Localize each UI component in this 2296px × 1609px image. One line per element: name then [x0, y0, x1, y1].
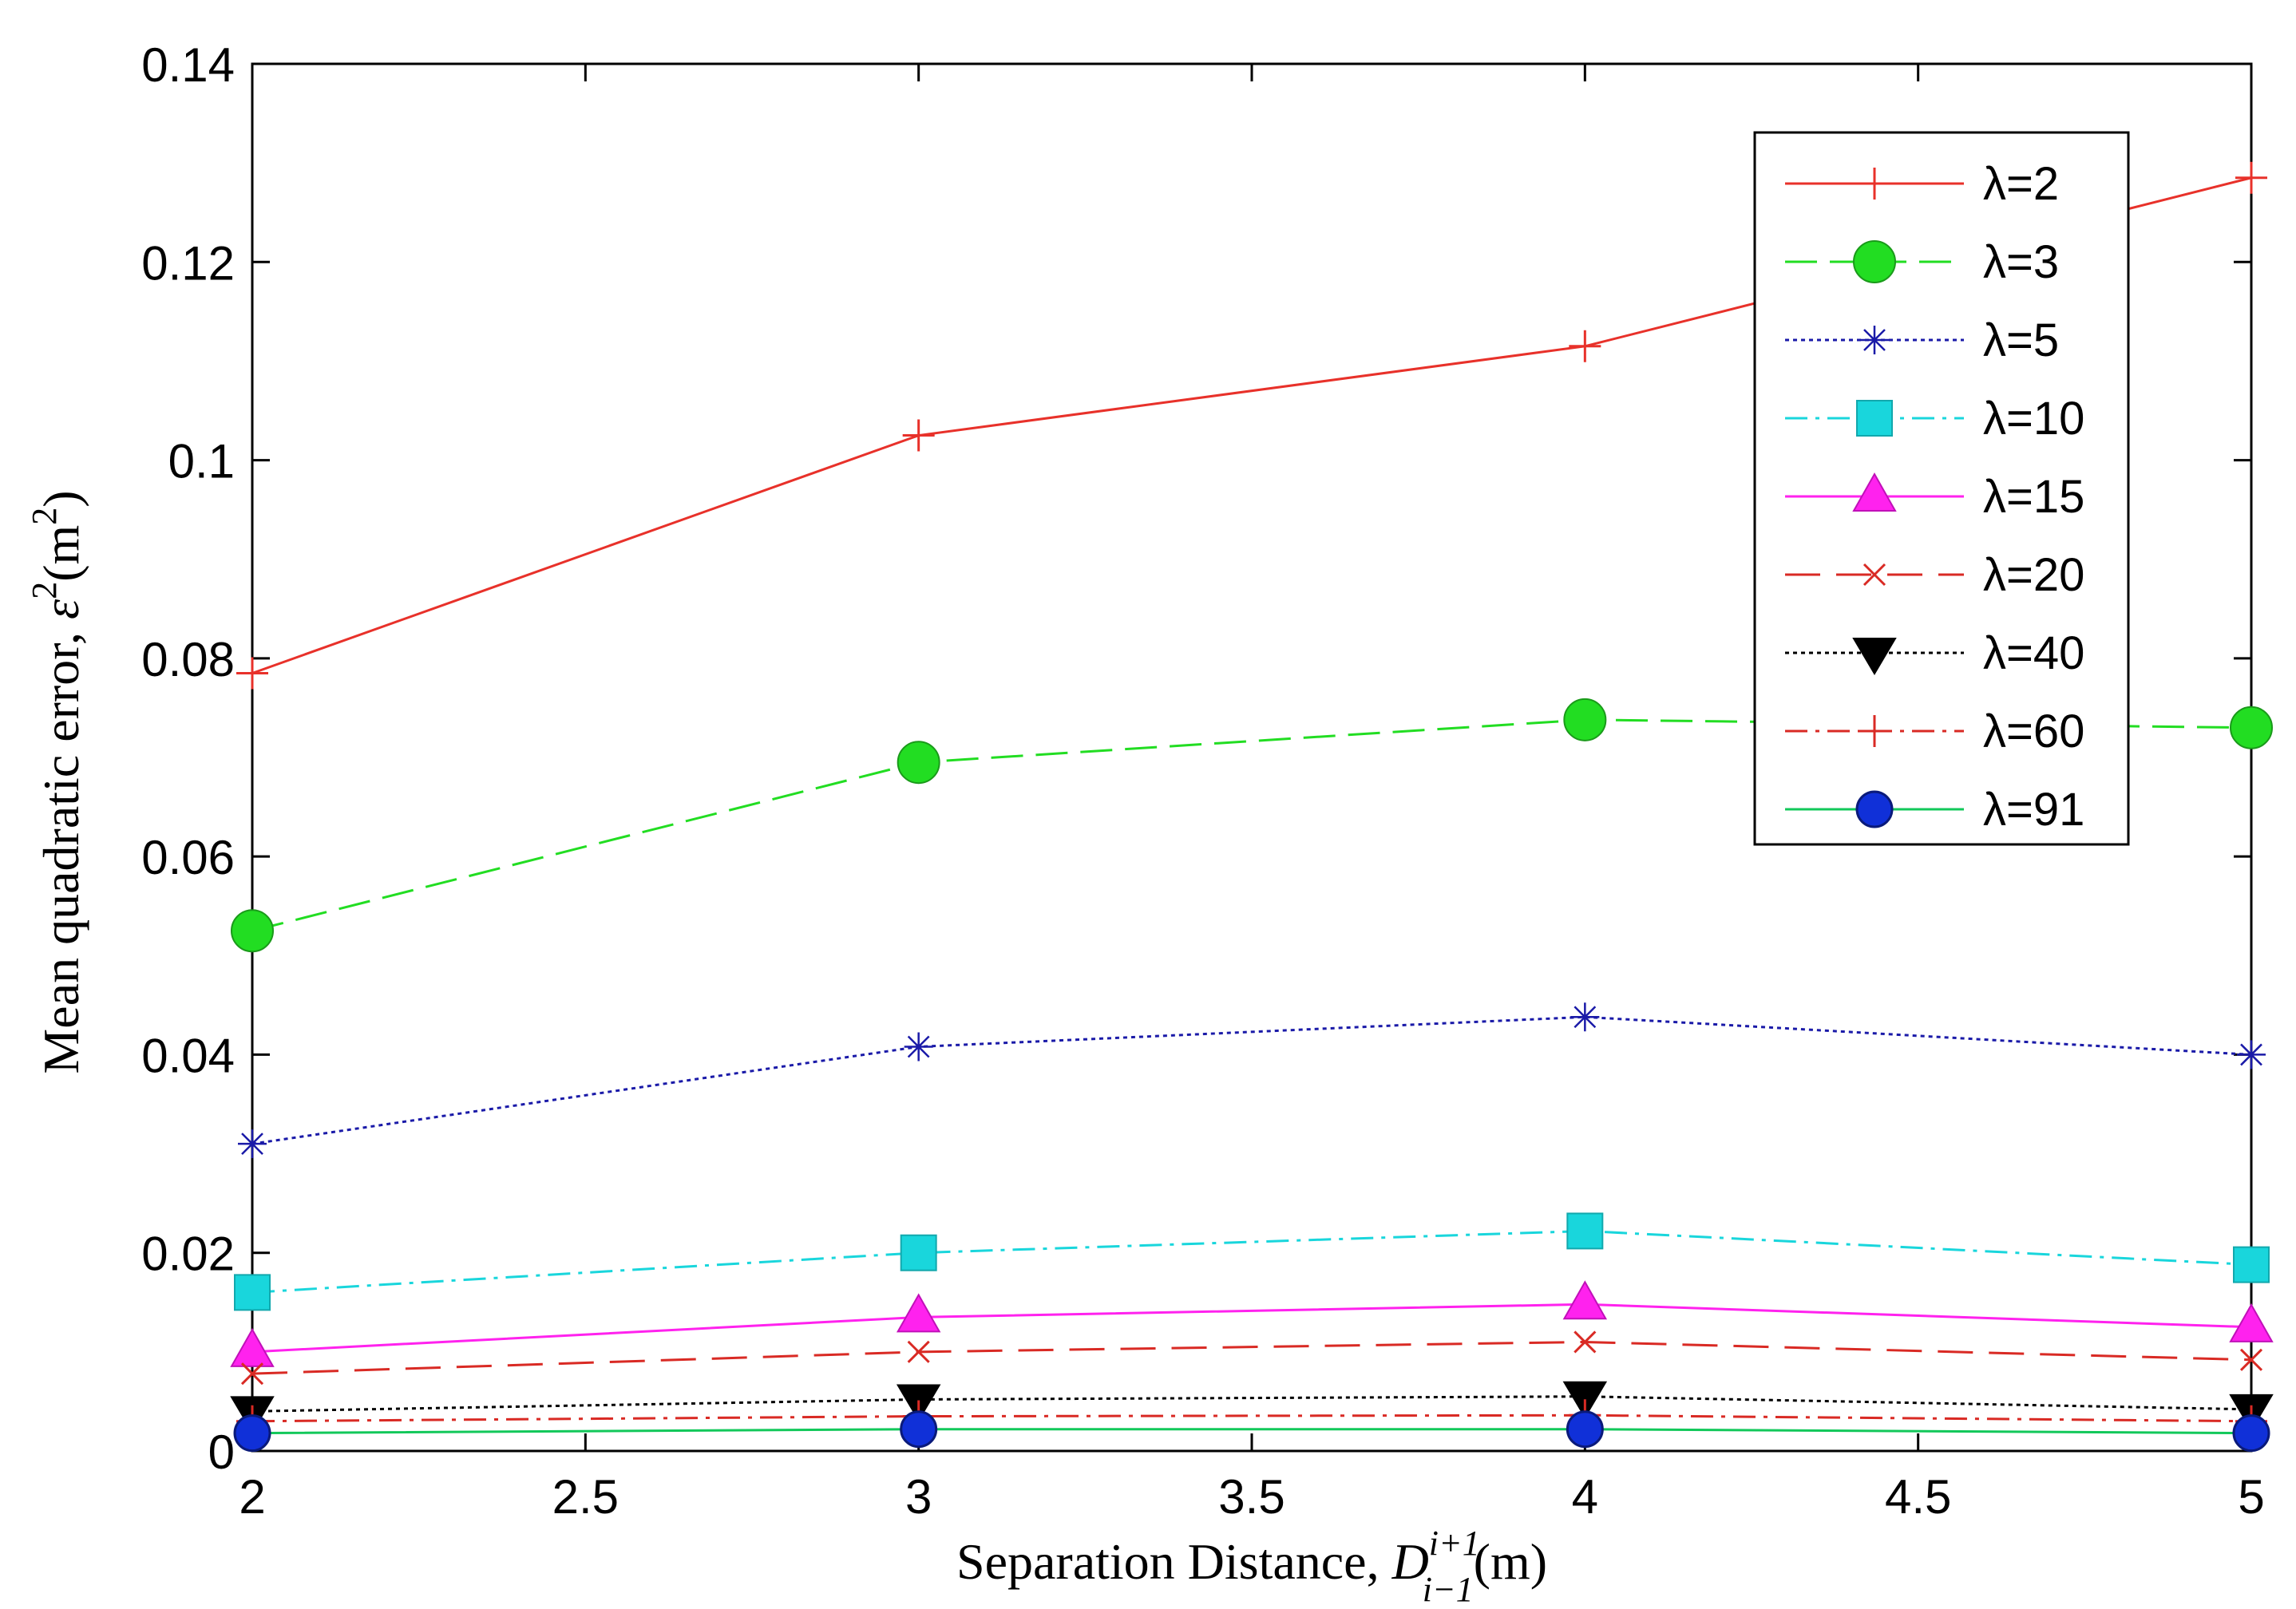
y-tick-label: 0.06 — [141, 831, 235, 884]
data-point — [1574, 1330, 1597, 1354]
data-point — [233, 1414, 271, 1453]
legend-entry: λ=5 — [1785, 314, 2059, 366]
legend-marker — [1852, 638, 1897, 675]
legend-entry: λ=2 — [1785, 158, 2059, 210]
data-point — [907, 1340, 930, 1363]
data-point — [2229, 1303, 2274, 1342]
legend-marker — [1859, 168, 1890, 200]
series-line — [251, 718, 2252, 932]
data-point — [896, 1293, 941, 1333]
y-tick-label: 0 — [208, 1425, 235, 1479]
legend-marker — [1859, 715, 1890, 747]
series-lines — [251, 176, 2252, 1435]
data-point — [2232, 1414, 2270, 1453]
data-point — [1563, 698, 1607, 741]
data-point — [1570, 1002, 1600, 1032]
x-tick-label: 3.5 — [1218, 1470, 1285, 1524]
y-tick-label: 0.08 — [141, 633, 235, 686]
legend-label: λ=3 — [1983, 236, 2059, 288]
x-tick-label: 4 — [1572, 1470, 1598, 1524]
legend-label: λ=91 — [1983, 784, 2084, 836]
legend-marker — [1863, 563, 1886, 587]
axis-ticks: 2 2.5 3 3.5 4 4.5 5 0 0.02 0.04 0.06 0.08 0.1 0.12 0.1… — [141, 38, 2264, 1524]
x-tick-label: 5 — [2238, 1470, 2264, 1524]
series-line — [251, 1340, 2252, 1375]
legend-label: λ=20 — [1983, 549, 2084, 601]
data-point — [900, 1410, 938, 1449]
data-point — [897, 741, 940, 785]
data-point — [231, 909, 274, 953]
y-tick-label: 0.12 — [141, 236, 235, 290]
x-tick-label: 2 — [239, 1470, 265, 1524]
x-tick-label: 4.5 — [1885, 1470, 1951, 1524]
data-point — [236, 657, 268, 690]
data-point — [238, 1129, 267, 1159]
legend-marker — [1853, 240, 1896, 283]
legend-label: λ=10 — [1983, 393, 2084, 445]
data-point — [1569, 330, 1601, 362]
legend: λ=2 λ=3 λ=5 λ=10 λ=15 λ=20 λ=40 λ=60 λ=91 — [1753, 131, 2130, 846]
x-tick-label: 2.5 — [552, 1470, 619, 1524]
data-point — [1566, 1212, 1604, 1250]
legend-label: λ=15 — [1983, 471, 2084, 523]
legend-marker — [1855, 790, 1894, 828]
y-tick-label: 0.02 — [141, 1228, 235, 1281]
data-point — [2235, 161, 2267, 194]
data-point — [2230, 706, 2273, 749]
y-tick-label: 0.04 — [141, 1029, 235, 1082]
y-tick-label: 0.14 — [141, 38, 235, 92]
legend-entry: λ=20 — [1785, 549, 2084, 601]
data-point — [902, 419, 935, 452]
legend-label: λ=60 — [1983, 706, 2084, 757]
data-point — [1566, 1410, 1604, 1449]
legend-entry: λ=10 — [1785, 393, 2084, 445]
y-tick-label: 0.1 — [168, 435, 235, 488]
series-line — [251, 1395, 2252, 1413]
legend-entry: λ=60 — [1785, 706, 2084, 757]
y-axis-label: Mean quadratic error, ε2(m2) — [25, 490, 89, 1073]
legend-marker — [1852, 472, 1897, 512]
legend-entry: λ=3 — [1785, 236, 2059, 288]
data-point — [2233, 1246, 2270, 1283]
series-markers — [230, 161, 2274, 1453]
legend-entry: λ=15 — [1785, 471, 2084, 523]
legend-label: λ=5 — [1983, 314, 2059, 366]
series-line — [251, 1428, 2252, 1435]
data-point — [904, 1032, 933, 1061]
data-point — [230, 1327, 275, 1367]
data-point — [1562, 1280, 1608, 1320]
data-point — [234, 1274, 271, 1311]
x-axis-label: Separation Distance, Di+1 i−1(m) — [956, 1524, 1547, 1609]
legend-entry: λ=40 — [1785, 627, 2084, 679]
data-point — [240, 1362, 264, 1386]
legend-label: λ=2 — [1983, 158, 2059, 210]
legend-box — [1753, 131, 2130, 846]
data-point — [2237, 1040, 2266, 1069]
legend-label: λ=40 — [1983, 627, 2084, 679]
data-point — [900, 1234, 937, 1271]
legend-entry: λ=91 — [1785, 784, 2084, 836]
series-line — [251, 1303, 2252, 1354]
data-point — [2239, 1348, 2263, 1371]
series-line — [251, 1229, 2252, 1294]
series-line — [251, 1413, 2252, 1423]
x-tick-label: 3 — [905, 1470, 932, 1524]
legend-marker — [1856, 400, 1893, 437]
legend-marker — [1860, 326, 1889, 354]
series-line — [251, 1015, 2252, 1145]
